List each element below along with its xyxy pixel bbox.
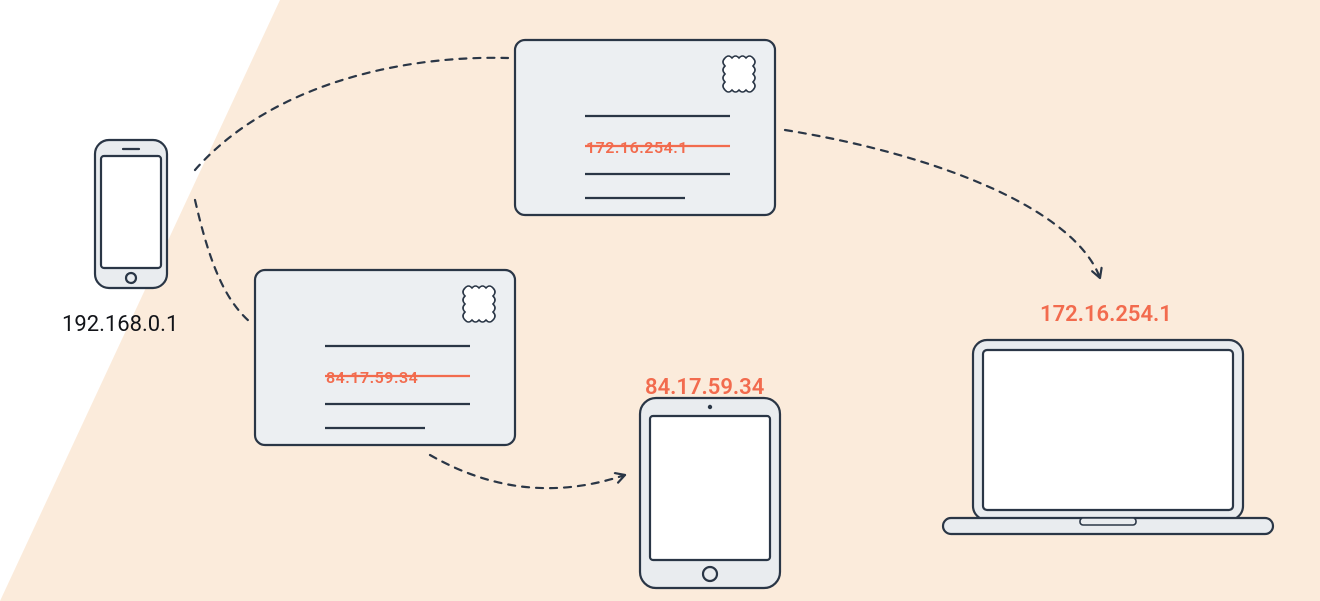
diagram-stage: 192.168.0.1 84.17.59.34 172.16.254.1 172…	[0, 0, 1320, 601]
envelope-bottom-icon-stamp	[463, 286, 495, 322]
envelope-top-icon-stamp	[723, 56, 755, 92]
canvas-svg	[0, 0, 1320, 601]
